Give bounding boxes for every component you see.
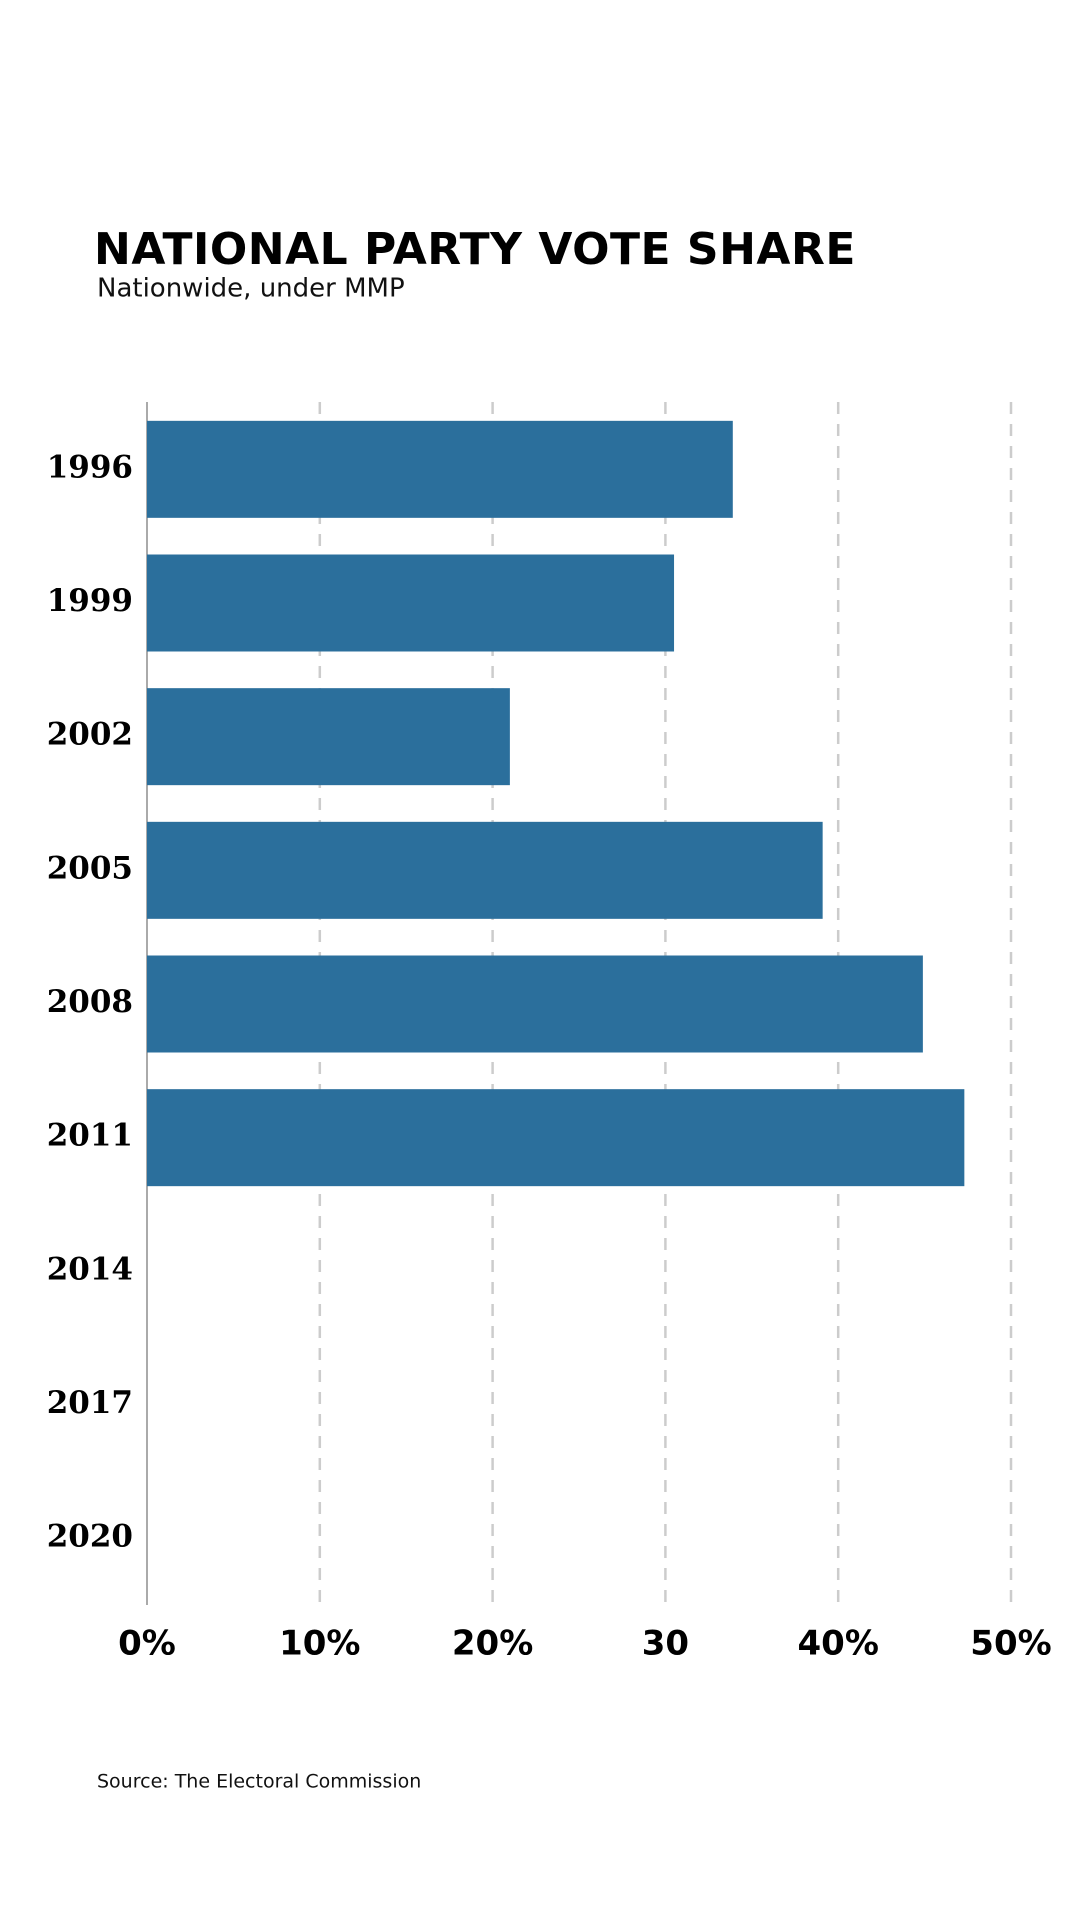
x-tick-label: 30: [642, 1624, 689, 1664]
y-tick-label: 1996: [47, 449, 133, 485]
chart-title: NATIONAL PARTY VOTE SHARE: [94, 224, 856, 275]
y-tick-label: 2020: [47, 1519, 133, 1555]
bar: [147, 554, 675, 652]
x-tick-label: 40%: [798, 1624, 879, 1664]
x-tick-label: 0%: [118, 1624, 176, 1664]
y-tick-label: 2002: [47, 717, 133, 753]
y-tick-label: 2011: [47, 1118, 133, 1154]
y-tick-label: 2017: [47, 1385, 133, 1421]
y-tick-label: 2014: [47, 1251, 133, 1287]
x-tick-label: 20%: [452, 1624, 533, 1664]
bar: [147, 1089, 965, 1187]
x-tick-label: 10%: [279, 1624, 360, 1664]
y-tick-label: 2005: [47, 850, 133, 886]
chart-subtitle: Nationwide, under MMP: [97, 274, 405, 304]
x-tick-label: 50%: [970, 1624, 1051, 1664]
bar: [147, 821, 823, 919]
bar: [147, 955, 923, 1053]
bar: [147, 688, 510, 786]
y-tick-label: 1999: [47, 583, 133, 619]
bar: [147, 420, 733, 518]
source-note: Source: The Electoral Commission: [97, 1771, 421, 1793]
y-tick-label: 2008: [47, 984, 133, 1020]
